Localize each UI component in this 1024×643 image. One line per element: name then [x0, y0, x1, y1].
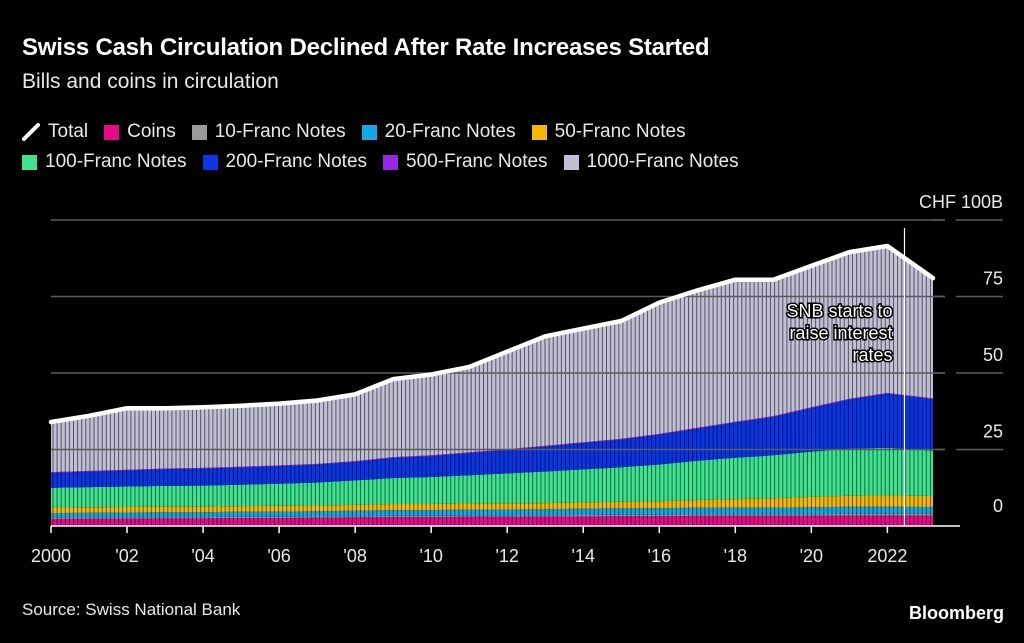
legend-label: 100-Franc Notes [45, 151, 187, 172]
x-tick-label: '10 [419, 546, 442, 566]
color-swatch-icon [383, 154, 399, 170]
color-swatch-icon [191, 124, 207, 140]
annotation-text: raise interest [789, 323, 892, 343]
y-tick-label: CHF 100B [919, 192, 1003, 212]
annotation-text: SNB starts to [786, 301, 892, 321]
x-tick-label: 2022 [867, 546, 907, 566]
legend-label: 50-Franc Notes [554, 121, 686, 142]
legend-item-500-franc-notes: 500-Franc Notes [383, 147, 548, 177]
legend-label: 1000-Franc Notes [586, 151, 739, 172]
x-tick-label: '18 [724, 546, 747, 566]
legend-item-total: Total [22, 117, 88, 147]
x-axis: 2000 '02 '04 '06 '08 '10 '12 '14 '16 '18 '20 2022 [31, 525, 960, 566]
legend-item-200-franc-notes: 200-Franc Notes [202, 147, 368, 177]
x-tick-label: '12 [495, 546, 518, 566]
y-tick-label: 75 [983, 269, 1003, 289]
x-tick-label: '06 [267, 546, 290, 566]
y-tick-label: 50 [983, 345, 1003, 365]
color-swatch-icon [361, 124, 377, 140]
legend-label: Total [48, 121, 89, 142]
legend-item-20-franc-notes: 20-Franc Notes [361, 117, 516, 147]
legend-item-coins: Coins [104, 117, 176, 147]
total-line [48, 243, 936, 425]
y-axis: 0 25 50 75 CHF 100B [919, 192, 1003, 516]
x-tick-label: '04 [191, 546, 214, 566]
y-tick-label: 0 [993, 496, 1003, 516]
legend-item-1000-franc-notes: 1000-Franc Notes [563, 147, 739, 177]
legend-item-50-franc-notes: 50-Franc Notes [531, 117, 686, 147]
legend-label: 20-Franc Notes [384, 121, 516, 142]
legend-label: 10-Franc Notes [214, 121, 346, 142]
color-swatch-icon [531, 124, 547, 140]
x-tick-label: 2000 [31, 546, 71, 566]
above-total-mask [51, 200, 933, 422]
x-tick-label: '14 [572, 546, 595, 566]
total-line-group [48, 243, 936, 425]
legend-row-2: 100-Franc Notes 200-Franc Notes 500-Franc … [22, 147, 1002, 177]
x-tick-label: '08 [343, 546, 366, 566]
annotation-text: rates [852, 345, 892, 365]
chart-title: Swiss Cash Circulation Declined After Ra… [22, 34, 710, 61]
x-tick-label: '02 [115, 546, 138, 566]
legend-item-100-franc-notes: 100-Franc Notes [22, 147, 187, 177]
color-swatch-icon [563, 154, 579, 170]
color-swatch-icon [104, 124, 120, 140]
legend-label: Coins [127, 121, 176, 142]
legend: Total Coins 10-Franc Notes 20-Franc Notes 50… [22, 117, 1002, 177]
bloomberg-logo: Bloomberg [908, 603, 1004, 623]
source-note: Source: Swiss National Bank [22, 600, 241, 619]
chart-subtitle: Bills and coins in circulation [22, 70, 279, 93]
legend-label: 200-Franc Notes [225, 151, 368, 172]
color-swatch-icon [202, 154, 218, 170]
line-legend-icon [22, 123, 40, 141]
legend-label: 500-Franc Notes [406, 151, 548, 172]
bar-stripes [51, 200, 945, 526]
x-tick-label: '16 [648, 546, 671, 566]
y-tick-label: 25 [983, 422, 1003, 442]
legend-row-1: Total Coins 10-Franc Notes 20-Franc Notes 50… [22, 117, 1002, 147]
x-tick-label: '20 [800, 546, 823, 566]
legend-item-10-franc-notes: 10-Franc Notes [191, 117, 346, 147]
color-swatch-icon [22, 154, 37, 170]
